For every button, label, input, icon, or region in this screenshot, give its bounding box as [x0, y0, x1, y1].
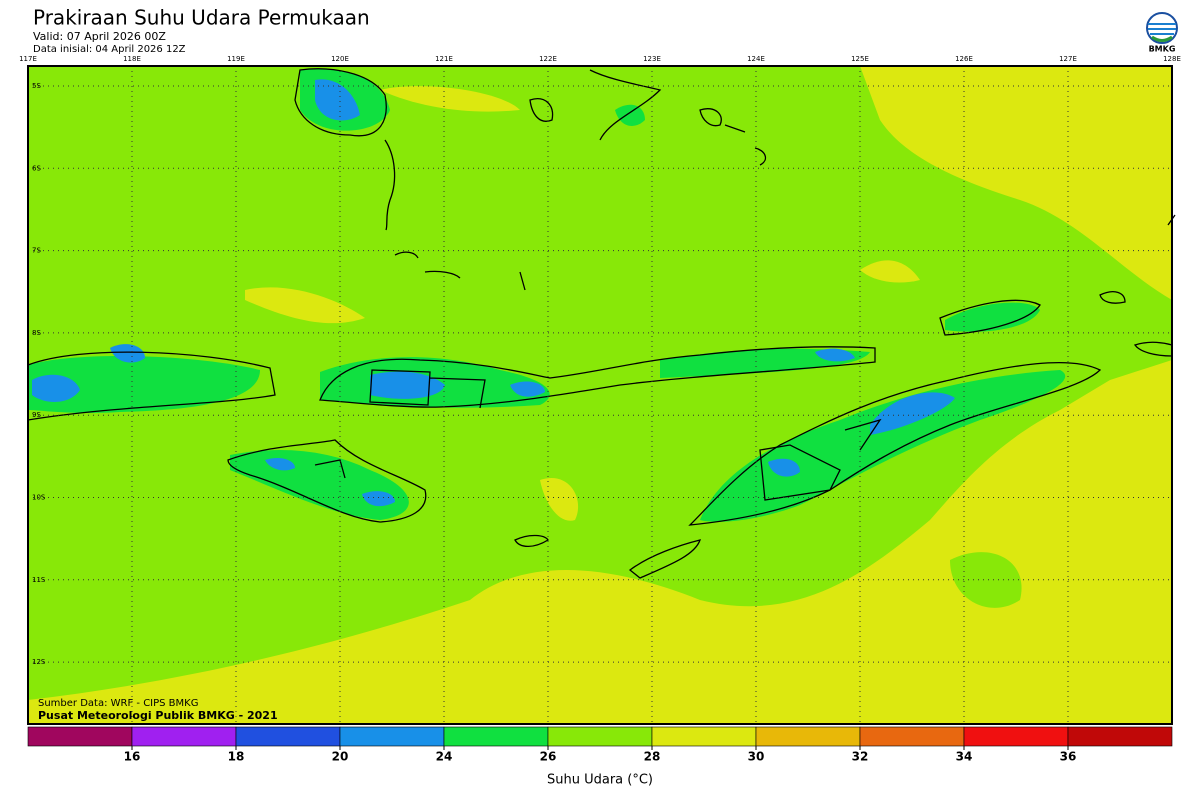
latitude-label: 10S [32, 494, 46, 502]
latitude-label: 11S [32, 576, 46, 584]
colorbar-tick-label: 30 [748, 750, 765, 764]
colorbar-segment [131, 726, 237, 747]
longitude-label: 117E [19, 55, 37, 63]
latitude-label: 12S [32, 658, 46, 666]
map-frame [27, 65, 1173, 725]
latitude-label: 7S [32, 247, 41, 255]
longitude-label: 120E [331, 55, 349, 63]
logo: BMKG [1146, 12, 1178, 54]
colorbar-segment [339, 726, 445, 747]
colorbar-tick-label: 18 [228, 750, 245, 764]
longitude-label: 121E [435, 55, 453, 63]
longitude-label: 123E [643, 55, 661, 63]
colorbar-tick-label: 32 [852, 750, 869, 764]
graticule: 117E 118E 119E 120E 121E 122E 123E 124E 125E 126E… [19, 55, 1181, 724]
colorbar-tick-label: 24 [436, 750, 453, 764]
longitude-label: 122E [539, 55, 557, 63]
colorbar-segment [235, 726, 341, 747]
colorbar-tick-label: 26 [540, 750, 557, 764]
colorbar-segment [963, 726, 1069, 747]
latitude-label: 9S [32, 411, 41, 419]
colorbar-segment [443, 726, 549, 747]
colorbar-tick-label: 20 [332, 750, 349, 764]
colorbar-segment [547, 726, 653, 747]
longitude-label: 126E [955, 55, 973, 63]
valid-time: Valid: 07 April 2026 00Z [33, 30, 166, 43]
longitude-label: 118E [123, 55, 141, 63]
longitude-label: 127E [1059, 55, 1077, 63]
latitude-label: 6S [32, 164, 41, 172]
latitude-label: 5S [32, 82, 41, 90]
data-source: Sumber Data: WRF - CIPS BMKG [38, 698, 198, 709]
longitude-label: 128E [1163, 55, 1181, 63]
colorbar-segment [859, 726, 965, 747]
latitude-label: 8S [32, 329, 41, 337]
colorbar-segment [651, 726, 757, 747]
colorbar-segment [1067, 726, 1173, 747]
longitude-label: 124E [747, 55, 765, 63]
colorbar-tick-label: 34 [956, 750, 973, 764]
colorbar-tick-label: 36 [1060, 750, 1077, 764]
temperature-field [28, 66, 1172, 724]
logo-text: BMKG [1149, 45, 1176, 54]
title: Prakiraan Suhu Udara Permukaan [33, 6, 370, 30]
initial-time: Data inisial: 04 April 2026 12Z [33, 44, 186, 55]
longitude-label: 125E [851, 55, 869, 63]
credit: Pusat Meteorologi Publik BMKG - 2021 [38, 709, 278, 722]
colorbar-segment [27, 726, 133, 747]
colorbar-label: Suhu Udara (°C) [547, 773, 653, 788]
longitude-label: 119E [227, 55, 245, 63]
colorbar-tick-label: 28 [644, 750, 661, 764]
colorbar-segment [755, 726, 861, 747]
colorbar: 16 18 20 24 26 28 30 32 34 36 [27, 726, 1173, 764]
colorbar-tick-label: 16 [124, 750, 141, 764]
